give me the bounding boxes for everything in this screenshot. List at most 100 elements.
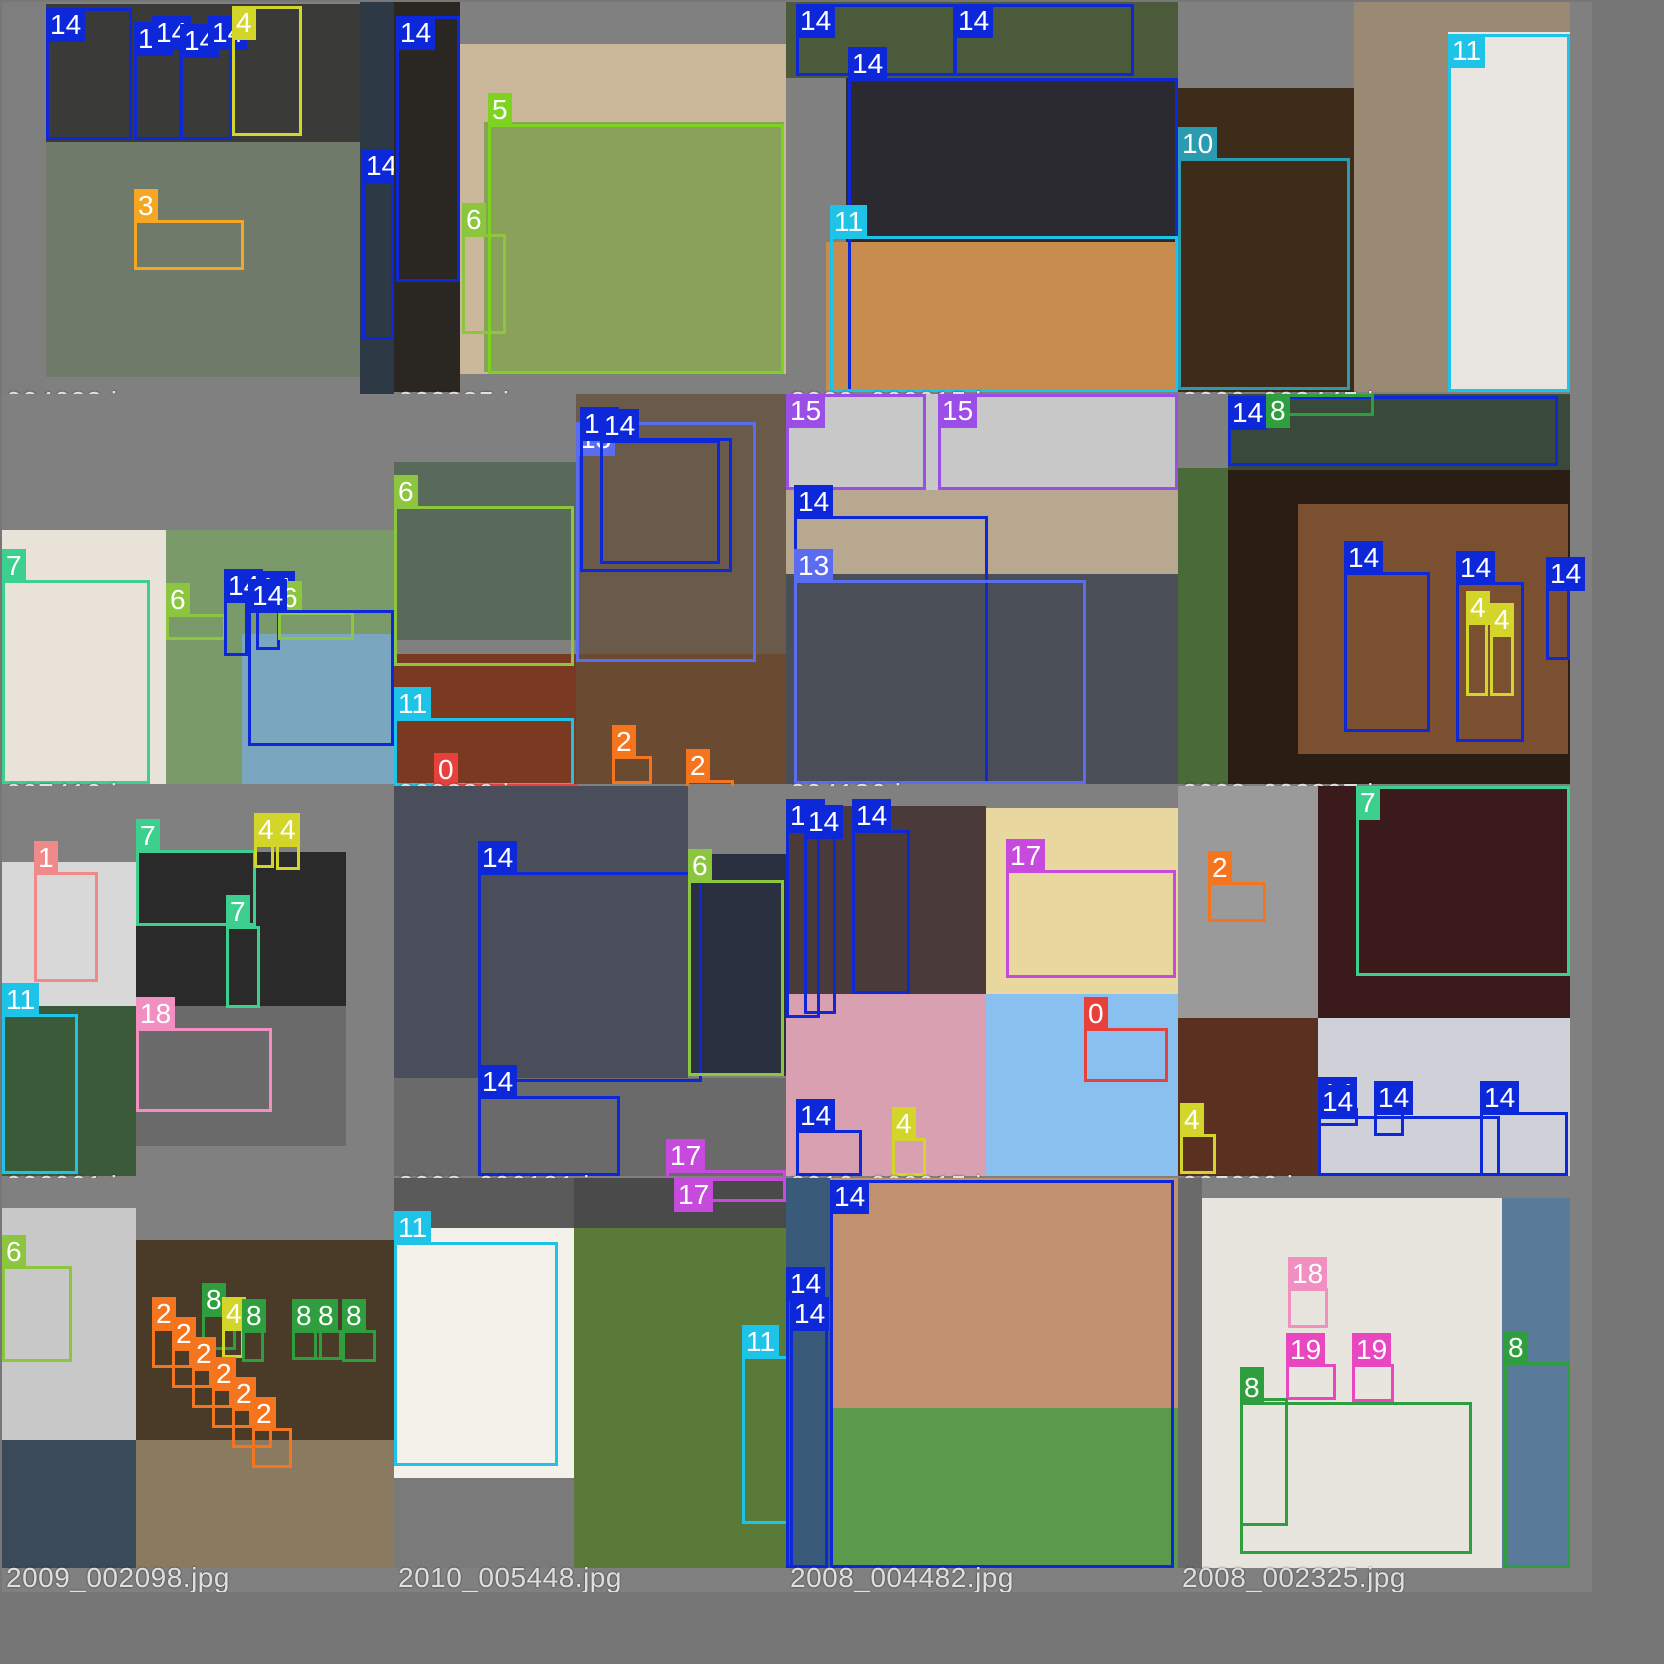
bounding-box: 11 — [394, 687, 574, 786]
class-label: 14 — [1344, 541, 1384, 575]
image-filename: 2008_004482.jpg — [790, 1562, 1014, 1592]
class-label: 15 — [786, 394, 826, 428]
class-label: 2 — [192, 1337, 216, 1371]
class-label: 0 — [1084, 997, 1108, 1031]
class-label: 17 — [674, 1178, 714, 1212]
class-label: 17 — [666, 1139, 706, 1173]
class-label: 1 — [34, 841, 58, 875]
class-label: 19 — [1352, 1333, 1392, 1367]
class-label: 4 — [276, 813, 300, 847]
image-filename: 2008_002325.jpg — [1182, 1562, 1406, 1592]
image-region — [574, 1228, 786, 1568]
image-region — [1318, 786, 1570, 1018]
bounding-box: 15 — [786, 394, 926, 490]
image-region — [360, 2, 394, 416]
mosaic-tile: 72414141414005980.jpg — [1178, 786, 1592, 1200]
image-region — [394, 2, 460, 392]
bounding-box: 7 — [1356, 786, 1570, 976]
bounding-box: 14 — [804, 805, 844, 1014]
class-label: 14 — [786, 1267, 826, 1301]
mosaic-tile: 14141414144314004023.jpg — [2, 2, 416, 416]
bounding-box: 14 — [600, 409, 720, 564]
bounding-box: 14 — [1546, 557, 1586, 660]
class-label: 11 — [2, 983, 40, 1017]
bounding-box: 2 — [232, 1377, 272, 1448]
class-label: 2 — [1208, 851, 1232, 885]
bounding-box: 6 — [462, 203, 506, 334]
class-label: 7 — [136, 819, 160, 853]
image-region — [1178, 1018, 1318, 1176]
bounding-box: 3 — [134, 189, 244, 270]
image-region — [786, 574, 1178, 784]
image-region — [826, 242, 1178, 392]
bounding-box: 8 — [342, 1299, 376, 1362]
class-label: 14 — [794, 485, 834, 519]
bounding-box: 14 — [1456, 551, 1524, 742]
class-label: 0 — [434, 753, 458, 787]
bounding-box: 11 — [394, 1211, 558, 1466]
bounding-box: 14 — [830, 1180, 1174, 1568]
bounding-box: 2 — [686, 749, 734, 796]
bounding-box: 8 — [1266, 394, 1374, 428]
class-label: 11 — [742, 1325, 780, 1359]
class-label: 6 — [462, 203, 486, 237]
image-region — [2, 1006, 136, 1176]
class-label: 18 — [1288, 1257, 1328, 1291]
bounding-box: 2 — [1208, 851, 1266, 922]
bounding-box: 14 — [1480, 1081, 1568, 1176]
bounding-box: 4 — [276, 813, 300, 870]
bounding-box: 11 — [1448, 34, 1570, 392]
bounding-box: 14 — [790, 1297, 830, 1568]
mosaic-tile: 1456002835.jpg — [394, 2, 808, 416]
bounding-box: 8 — [292, 1299, 322, 1360]
image-region — [1178, 786, 1318, 1018]
class-label: 11 — [1448, 34, 1486, 68]
class-label: 11 — [394, 1211, 432, 1245]
class-label: 2 — [152, 1297, 176, 1331]
class-label: 4 — [232, 6, 256, 40]
image-region — [136, 1440, 394, 1568]
class-label: 6 — [2, 1235, 26, 1269]
class-label: 8 — [292, 1299, 316, 1333]
class-label: 15 — [938, 394, 978, 428]
mosaic-tile: 14614172008_006181.jpg — [394, 786, 808, 1200]
image-region — [136, 852, 346, 1006]
class-label: 14 — [1456, 551, 1496, 585]
mosaic-tile: 141414112009_000015.jpg — [786, 2, 1200, 416]
bounding-box: 1 — [34, 841, 98, 982]
bounding-box: 14 — [478, 841, 702, 1082]
image-region — [786, 394, 1178, 490]
image-filename: 2009_002098.jpg — [6, 1562, 230, 1592]
bounding-box: 4 — [254, 813, 278, 868]
class-label: 5 — [488, 93, 512, 127]
class-label: 2 — [172, 1317, 196, 1351]
image-region — [830, 1408, 1178, 1568]
bounding-box: 18 — [136, 997, 272, 1112]
class-label: 14 — [790, 1297, 830, 1331]
bounding-box: 14 — [852, 799, 910, 994]
class-label: 10 — [1178, 127, 1218, 161]
bounding-box: 14 — [1374, 1081, 1414, 1136]
bounding-box: 5 — [488, 93, 784, 374]
class-label: 7 — [1356, 786, 1380, 820]
image-region — [1318, 1018, 1570, 1176]
bounding-box: 6 — [688, 849, 784, 1076]
bounding-box: 13 — [794, 549, 1086, 784]
image-region — [576, 654, 786, 784]
class-label: 14 — [396, 16, 436, 50]
class-label: 4 — [1490, 603, 1514, 637]
bounding-box: 15 — [938, 394, 1178, 490]
image-region — [1298, 504, 1568, 754]
class-label: 3 — [134, 189, 158, 223]
class-label: 4 — [1466, 591, 1490, 625]
mosaic-tile: 17 11 11 2010_005448.jpg — [394, 1178, 808, 1592]
bounding-box: 18 — [1288, 1257, 1328, 1328]
image-region — [1448, 32, 1570, 392]
class-label: 14 — [796, 1099, 836, 1133]
mosaic-tile: 148141444142008_002807.jpg — [1178, 394, 1592, 808]
bounding-box: 7 — [226, 895, 260, 1008]
class-label: 14 — [478, 1065, 518, 1099]
class-label: 4 — [254, 813, 278, 847]
bounding-box: 6 — [2, 1235, 72, 1362]
